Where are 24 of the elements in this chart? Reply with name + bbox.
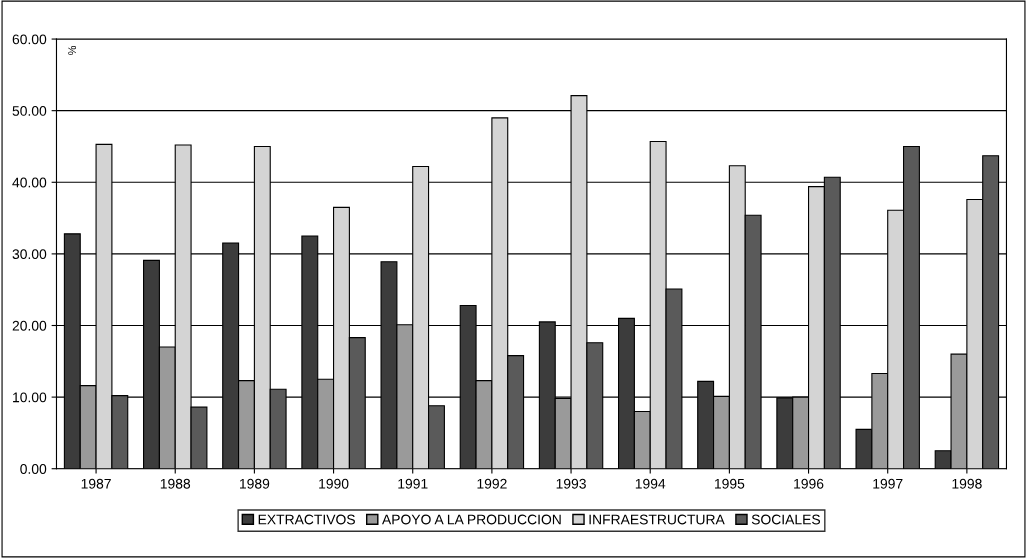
- y-tick-label: 20.00: [12, 320, 47, 331]
- y-tick-label: 30.00: [12, 249, 47, 260]
- x-tick-label: 1995: [715, 478, 745, 489]
- x-tick-label: 1993: [556, 478, 586, 489]
- legend-label: APOYO A LA PRODUCCION: [382, 514, 561, 525]
- x-tick-label: 1988: [160, 478, 191, 489]
- y-tick-label: 60.00: [12, 34, 47, 45]
- y-tick-label: 50.00: [12, 106, 47, 116]
- x-tick-label: 1992: [477, 478, 507, 489]
- x-tick-label: 1991: [398, 478, 428, 489]
- x-tick-label: 1990: [319, 478, 349, 489]
- y-axis-title: %: [68, 45, 76, 55]
- x-tick-label: 1998: [952, 478, 982, 489]
- x-tick-label: 1989: [240, 478, 270, 489]
- x-tick-label: 1996: [794, 478, 824, 489]
- x-tick-label: 1987: [81, 478, 111, 489]
- x-tick-label: 1994: [635, 478, 666, 489]
- y-tick-label: 0.00: [20, 464, 47, 474]
- legend-label: INFRAESTRUCTURA: [589, 514, 725, 525]
- legend-label: SOCIALES: [751, 514, 821, 525]
- x-tick-label: 1997: [873, 478, 903, 489]
- y-tick-label: 10.00: [13, 392, 47, 403]
- y-tick-label: 40.00: [12, 177, 47, 188]
- legend-label: EXTRACTIVOS: [258, 514, 355, 525]
